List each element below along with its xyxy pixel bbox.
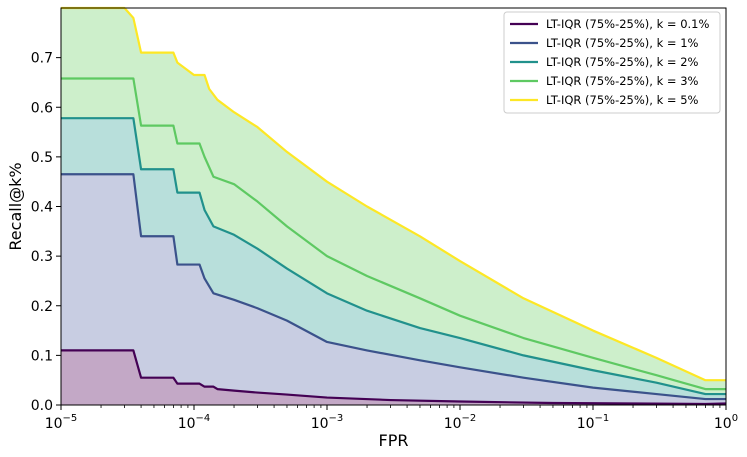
x-axis-label: FPR: [379, 431, 409, 450]
y-tick-label: 0.6: [31, 100, 53, 116]
x-tick-label: 10−5: [45, 413, 78, 432]
legend-box: [503, 11, 721, 114]
legend: LT-IQR (75%-25%), k = 0.1% LT-IQR (75%-25…: [503, 11, 721, 114]
legend-label: LT-IQR (75%-25%), k = 2%: [546, 55, 699, 69]
legend-label: LT-IQR (75%-25%), k = 3%: [546, 74, 699, 88]
y-tick-label: 0.2: [31, 299, 53, 315]
area-fill-2: [61, 174, 726, 405]
y-tick-label: 0.4: [31, 200, 53, 216]
series-line-3: [61, 117, 726, 396]
series-line-5: [61, 6, 726, 382]
series-line-1: [61, 349, 727, 406]
series-line-4: [61, 77, 726, 391]
x-tick-label: 10−1: [577, 413, 610, 432]
x-tick-label: 100: [714, 413, 738, 432]
area-fill-1: [61, 350, 726, 405]
series-lines: [61, 6, 727, 406]
y-axis-label: Recall@k%: [6, 162, 25, 250]
x-tick-label: 10−3: [311, 413, 344, 432]
x-tick-label: 10−4: [178, 413, 211, 432]
series-line-2: [61, 173, 726, 401]
y-tick-label: 0.1: [31, 348, 53, 364]
x-axis-ticks: 10−5 10−4 10−3 10−2 10−1 100: [45, 405, 738, 432]
y-axis-ticks: 0.0 0.1 0.2 0.3 0.4 0.5 0.6 0.7: [31, 51, 61, 414]
legend-label: LT-IQR (75%-25%), k = 0.1%: [546, 17, 709, 31]
legend-label: LT-IQR (75%-25%), k = 1%: [546, 36, 699, 50]
y-tick-label: 0.7: [31, 51, 53, 67]
x-tick-label: 10−2: [444, 413, 477, 432]
y-tick-label: 0.3: [31, 249, 53, 265]
legend-label: LT-IQR (75%-25%), k = 5%: [546, 93, 699, 107]
y-tick-label: 0.5: [31, 150, 53, 166]
y-tick-label: 0.0: [31, 398, 53, 414]
